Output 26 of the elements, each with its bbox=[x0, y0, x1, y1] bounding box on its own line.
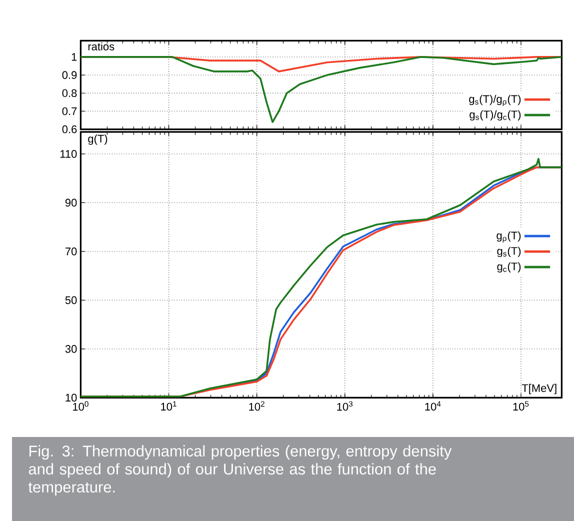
legend-label: g$_{s}$(T) bbox=[497, 246, 521, 258]
y-tick-label: 50 bbox=[65, 296, 77, 304]
y-tick-label: 110 bbox=[60, 150, 77, 158]
y-tick-label: 0.6 bbox=[62, 125, 77, 134]
x-tick-label: 10$^{5}$ bbox=[513, 401, 529, 411]
y-tick-label: 10 bbox=[66, 394, 77, 402]
x-tick-label: 10$^{3}$ bbox=[337, 401, 353, 411]
y-tick-label: 30 bbox=[65, 345, 77, 353]
y-axis-title: g(T) bbox=[88, 134, 108, 145]
legend-label: g$_{ρ}$(T) bbox=[496, 231, 521, 243]
x-tick-label: 10$^{0}$ bbox=[73, 401, 88, 411]
legend-label: g$_{c}$(T) bbox=[497, 262, 521, 273]
y-axis-title: ratios bbox=[88, 42, 114, 50]
x-tick-label: 10$^{4}$ bbox=[425, 401, 441, 411]
x-axis-title: T[MeV] bbox=[522, 384, 556, 394]
y-tick-label: 0.7 bbox=[62, 107, 77, 116]
y-tick-label: 1 bbox=[72, 53, 77, 61]
legend-label: g$_{s}$(T)/g$_{c}$(T) bbox=[470, 110, 521, 121]
y-tick-label: 0.9 bbox=[62, 71, 77, 79]
y-tick-label: 70 bbox=[66, 248, 77, 256]
x-tick-label: 10$^{2}$ bbox=[249, 401, 264, 411]
x-tick-label: 10$^{1}$ bbox=[161, 401, 176, 411]
caption: Fig. 3: Thermodynamical properties (energy, entropy density and speed of sound) of our Universe as the function of the temperature. bbox=[28, 445, 452, 496]
y-tick-label: 90 bbox=[65, 198, 77, 207]
y-tick-label: 0.8 bbox=[62, 89, 77, 98]
legend-label: g$_{s}$(T)/g$_{ρ}$(T) bbox=[469, 94, 521, 106]
